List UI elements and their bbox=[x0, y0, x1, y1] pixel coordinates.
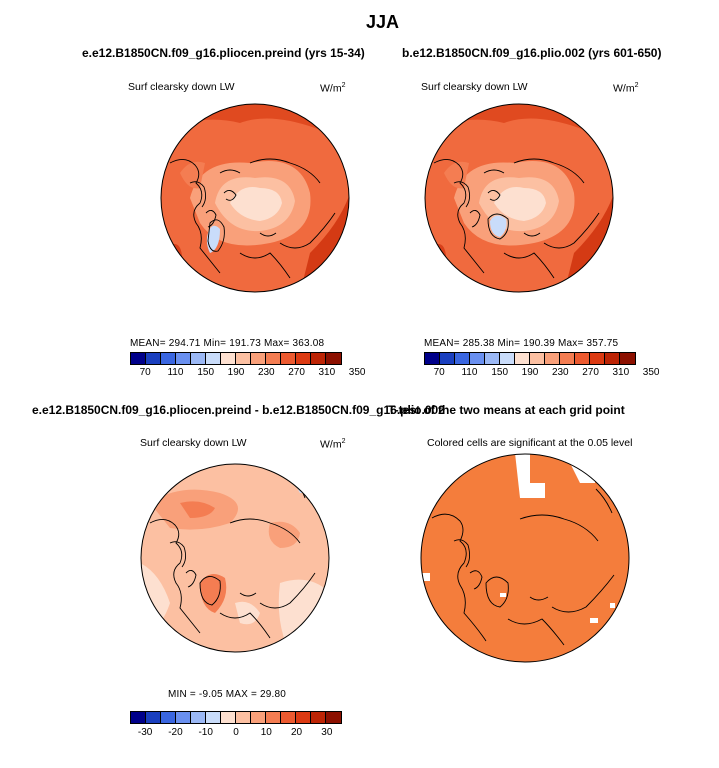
colorbar-swatch bbox=[161, 712, 176, 723]
colorbar-swatch bbox=[605, 353, 620, 364]
colorbar-swatch bbox=[236, 353, 251, 364]
colorbar-swatch bbox=[485, 353, 500, 364]
colorbar-swatch bbox=[191, 712, 206, 723]
colorbar-swatch bbox=[206, 353, 221, 364]
colorbar-tick-label: 0 bbox=[233, 727, 239, 738]
panel-2-units: W/m2 bbox=[613, 82, 639, 95]
colorbar-swatch bbox=[311, 353, 326, 364]
panel-1-units: W/m2 bbox=[320, 82, 346, 95]
panel-2-title: b.e12.B1850CN.f09_g16.plio.002 (yrs 601-… bbox=[402, 46, 662, 60]
panel-3-colorbar bbox=[130, 711, 342, 724]
colorbar-tick-label: 350 bbox=[348, 367, 366, 378]
panel-2-variable: Surf clearsky down LW bbox=[421, 81, 528, 93]
panel-2-colorbar-ticks: 70 110 150 190 230 270 310 350 bbox=[0, 367, 719, 379]
panel-2-map bbox=[424, 103, 614, 293]
colorbar-swatch bbox=[131, 353, 146, 364]
colorbar-tick-label: 150 bbox=[197, 367, 215, 378]
colorbar-tick-label: 10 bbox=[260, 727, 272, 738]
colorbar-tick-label: 310 bbox=[612, 367, 630, 378]
panel-1-colorbar-ticks: 70 110 150 190 230 270 310 350 bbox=[0, 367, 719, 379]
colorbar-tick-label: -10 bbox=[198, 727, 213, 738]
colorbar-swatch bbox=[326, 712, 341, 723]
colorbar-swatch bbox=[455, 353, 470, 364]
colorbar-swatch bbox=[146, 712, 161, 723]
colorbar-swatch bbox=[530, 353, 545, 364]
panel-2-colorbar bbox=[424, 352, 636, 365]
panel-2-stats: MEAN= 285.38 Min= 190.39 Max= 357.75 bbox=[424, 338, 619, 349]
colorbar-swatch bbox=[440, 353, 455, 364]
colorbar-tick-label: 20 bbox=[291, 727, 303, 738]
colorbar-tick-label: 310 bbox=[318, 367, 336, 378]
colorbar-swatch bbox=[251, 712, 266, 723]
colorbar-tick-label: 110 bbox=[461, 367, 478, 378]
colorbar-swatch bbox=[500, 353, 515, 364]
panel-1-colorbar bbox=[130, 352, 342, 365]
colorbar-swatch bbox=[221, 353, 236, 364]
colorbar-swatch bbox=[266, 353, 281, 364]
colorbar-swatch bbox=[281, 353, 296, 364]
colorbar-tick-label: -30 bbox=[137, 727, 153, 738]
colorbar-swatch bbox=[176, 353, 191, 364]
colorbar-tick-label: 190 bbox=[521, 367, 539, 378]
colorbar-swatch bbox=[161, 353, 176, 364]
colorbar-swatch bbox=[425, 353, 440, 364]
colorbar-tick-label: 350 bbox=[642, 367, 660, 378]
colorbar-tick-label: 70 bbox=[139, 367, 151, 378]
page-title: JJA bbox=[366, 12, 400, 32]
colorbar-swatch bbox=[296, 353, 311, 364]
panel-4-map bbox=[420, 453, 630, 663]
colorbar-tick-label: 110 bbox=[167, 367, 184, 378]
panel-3-colorbar-ticks: -30 -20 -10 0 10 20 30 bbox=[0, 727, 719, 739]
colorbar-swatch bbox=[236, 712, 251, 723]
colorbar-swatch bbox=[575, 353, 590, 364]
panel-1-title: e.e12.B1850CN.f09_g16.pliocen.preind (yr… bbox=[82, 46, 365, 60]
colorbar-tick-label: -20 bbox=[168, 727, 183, 738]
colorbar-tick-label: 270 bbox=[288, 367, 305, 378]
panel-3-stats: MIN = -9.05 MAX = 29.80 bbox=[168, 689, 286, 700]
colorbar-swatch bbox=[176, 712, 191, 723]
colorbar-tick-label: 230 bbox=[257, 367, 275, 378]
colorbar-swatch bbox=[191, 353, 206, 364]
panel-1-stats: MEAN= 294.71 Min= 191.73 Max= 363.08 bbox=[130, 338, 325, 349]
panel-3-units: W/m2 bbox=[320, 438, 346, 451]
colorbar-swatch bbox=[281, 712, 296, 723]
colorbar-tick-label: 70 bbox=[433, 367, 445, 378]
colorbar-tick-label: 30 bbox=[321, 727, 333, 738]
colorbar-swatch bbox=[470, 353, 485, 364]
colorbar-swatch bbox=[251, 353, 266, 364]
colorbar-tick-label: 150 bbox=[491, 367, 509, 378]
colorbar-swatch bbox=[560, 353, 575, 364]
colorbar-tick-label: 270 bbox=[582, 367, 599, 378]
colorbar-swatch bbox=[296, 712, 311, 723]
panel-3-map bbox=[140, 463, 330, 653]
colorbar-swatch bbox=[326, 353, 341, 364]
panel-4-title: T-test of the two means at each grid poi… bbox=[388, 403, 625, 417]
panel-3-variable: Surf clearsky down LW bbox=[140, 437, 247, 449]
colorbar-swatch bbox=[545, 353, 560, 364]
panel-1-map bbox=[160, 103, 350, 293]
colorbar-tick-label: 190 bbox=[227, 367, 245, 378]
colorbar-swatch bbox=[221, 712, 236, 723]
panel-4-variable: Colored cells are significant at the 0.0… bbox=[427, 437, 633, 449]
colorbar-swatch bbox=[590, 353, 605, 364]
colorbar-tick-label: 230 bbox=[551, 367, 569, 378]
panel-3-title: e.e12.B1850CN.f09_g16.pliocen.preind - b… bbox=[32, 403, 445, 417]
colorbar-swatch bbox=[311, 712, 326, 723]
colorbar-swatch bbox=[206, 712, 221, 723]
colorbar-swatch bbox=[131, 712, 146, 723]
colorbar-swatch bbox=[146, 353, 161, 364]
colorbar-swatch bbox=[620, 353, 635, 364]
colorbar-swatch bbox=[266, 712, 281, 723]
colorbar-swatch bbox=[515, 353, 530, 364]
panel-1-variable: Surf clearsky down LW bbox=[128, 81, 235, 93]
